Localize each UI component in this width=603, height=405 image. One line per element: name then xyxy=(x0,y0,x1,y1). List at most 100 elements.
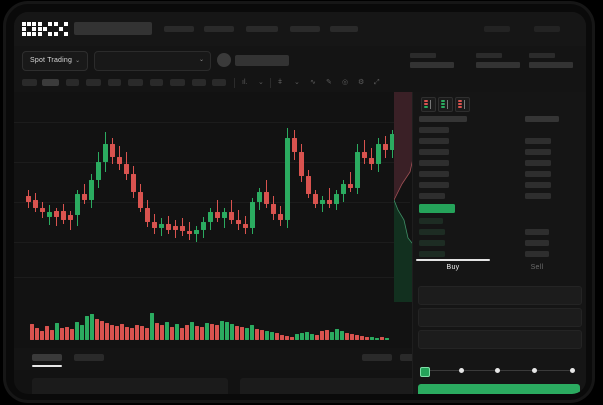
candle-body xyxy=(215,212,220,218)
slider-stop-50[interactable] xyxy=(495,368,500,373)
market-stat-value xyxy=(476,62,520,68)
volume-bar xyxy=(75,322,79,340)
volume-bar xyxy=(310,334,314,340)
orderbook-bid-price xyxy=(419,229,445,235)
indicators-dropdown-icon[interactable]: ⌄ xyxy=(258,79,264,86)
chevron-down-icon: ⌄ xyxy=(75,58,81,64)
volume-bar xyxy=(340,331,344,340)
nav-item-5[interactable] xyxy=(330,26,358,32)
candle-body xyxy=(243,224,248,228)
pair-select[interactable]: ⌄ xyxy=(94,51,211,71)
bottom-tab-1[interactable] xyxy=(32,354,62,361)
candle-body xyxy=(180,226,185,231)
timeframe-button-9[interactable] xyxy=(192,79,206,86)
total-field[interactable] xyxy=(418,330,582,349)
header-search-input[interactable] xyxy=(74,22,152,35)
candle-body xyxy=(306,176,311,194)
okx-logo[interactable] xyxy=(22,22,68,36)
timeframe-button-8[interactable] xyxy=(170,79,185,86)
submit-buy-button[interactable] xyxy=(418,384,580,394)
orderbook-ask-amount xyxy=(525,182,551,188)
chart-type-icon[interactable]: ǂ xyxy=(278,79,283,86)
orderbook-last-price xyxy=(419,204,455,213)
drawing-pencil-icon[interactable]: ✎ xyxy=(326,79,332,86)
toolbar-divider xyxy=(270,78,271,88)
volume-bar xyxy=(355,335,359,340)
fullscreen-icon[interactable]: ⤢ xyxy=(374,79,380,86)
toolbar-divider xyxy=(234,78,235,88)
market-stat-label xyxy=(410,53,436,58)
chart-type-dropdown-icon[interactable]: ⌄ xyxy=(294,79,300,86)
line-chart-icon[interactable]: ∿ xyxy=(310,79,316,86)
trading-mode-button[interactable]: Spot Trading ⌄ xyxy=(22,51,89,71)
timeframe-button-5[interactable] xyxy=(108,79,121,86)
header-action-1[interactable] xyxy=(484,26,510,32)
chart-gridline xyxy=(14,162,410,163)
timeframe-button-2[interactable] xyxy=(42,79,59,86)
orderbook-view-both-icon[interactable] xyxy=(421,97,436,112)
candle-body xyxy=(173,226,178,230)
candle-body xyxy=(75,194,80,215)
timeframe-button-10[interactable] xyxy=(212,79,226,86)
amount-field[interactable] xyxy=(418,308,582,327)
amount-percent-slider[interactable] xyxy=(420,366,578,377)
volume-bar xyxy=(175,324,179,340)
timeframe-button-3[interactable] xyxy=(66,79,79,86)
orderbook-bid-price xyxy=(419,240,445,246)
header-action-2[interactable] xyxy=(534,26,560,32)
volume-bar xyxy=(145,328,149,340)
orderbook-view-bids-icon[interactable] xyxy=(438,97,453,112)
orderbook-ask-price xyxy=(419,160,449,166)
candle-body xyxy=(26,196,31,202)
volume-bar xyxy=(335,329,339,340)
candlestick-chart[interactable] xyxy=(14,92,410,302)
volume-bar xyxy=(300,333,304,340)
candle-body xyxy=(355,152,360,188)
settings-gear-icon[interactable]: ⚙ xyxy=(358,79,365,86)
chart-gridline xyxy=(14,277,410,278)
nav-item-4[interactable] xyxy=(290,26,320,32)
candle-body xyxy=(131,174,136,192)
nav-item-2[interactable] xyxy=(204,26,234,32)
volume-bar xyxy=(360,336,364,340)
timeframe-button-4[interactable] xyxy=(86,79,101,86)
orderbook-view-asks-icon[interactable] xyxy=(455,97,470,112)
volume-bar xyxy=(380,337,384,340)
slider-stop-75[interactable] xyxy=(532,368,537,373)
volume-bar xyxy=(60,328,64,340)
snapshot-camera-icon[interactable]: ◎ xyxy=(342,79,349,86)
price-field[interactable] xyxy=(418,286,582,305)
volume-bar xyxy=(345,333,349,340)
tab-buy[interactable]: Buy xyxy=(446,264,460,271)
slider-handle[interactable] xyxy=(420,367,430,377)
volume-bar xyxy=(50,330,54,340)
indicators-icon[interactable]: ıl. xyxy=(242,79,248,86)
volume-bar xyxy=(80,325,84,340)
candle-body xyxy=(82,194,87,200)
bottom-action-1[interactable] xyxy=(362,354,392,361)
trade-side-tabs: Buy Sell xyxy=(412,259,586,281)
timeframe-button-6[interactable] xyxy=(128,79,143,86)
market-stat-value xyxy=(410,62,454,68)
volume-bar xyxy=(110,325,114,340)
volume-bar xyxy=(320,331,324,340)
bottom-panel-right[interactable] xyxy=(240,378,436,394)
candle-body xyxy=(299,152,304,176)
nav-item-3[interactable] xyxy=(246,26,278,32)
candle-body xyxy=(229,212,234,220)
chart-gridline xyxy=(14,202,410,203)
candle-body xyxy=(341,184,346,194)
orderbook-ask-price xyxy=(419,127,449,133)
tab-sell[interactable]: Sell xyxy=(530,264,544,271)
bottom-tab-2[interactable] xyxy=(74,354,104,361)
timeframe-button-7[interactable] xyxy=(150,79,163,86)
slider-stop-100[interactable] xyxy=(570,368,575,373)
bottom-panel-left[interactable] xyxy=(32,378,228,394)
timeframe-button-1[interactable] xyxy=(22,79,37,86)
nav-item-1[interactable] xyxy=(164,26,194,32)
slider-stop-25[interactable] xyxy=(459,368,464,373)
volume-bar xyxy=(315,335,319,340)
volume-bar xyxy=(105,323,109,340)
candle-wick xyxy=(322,196,323,212)
